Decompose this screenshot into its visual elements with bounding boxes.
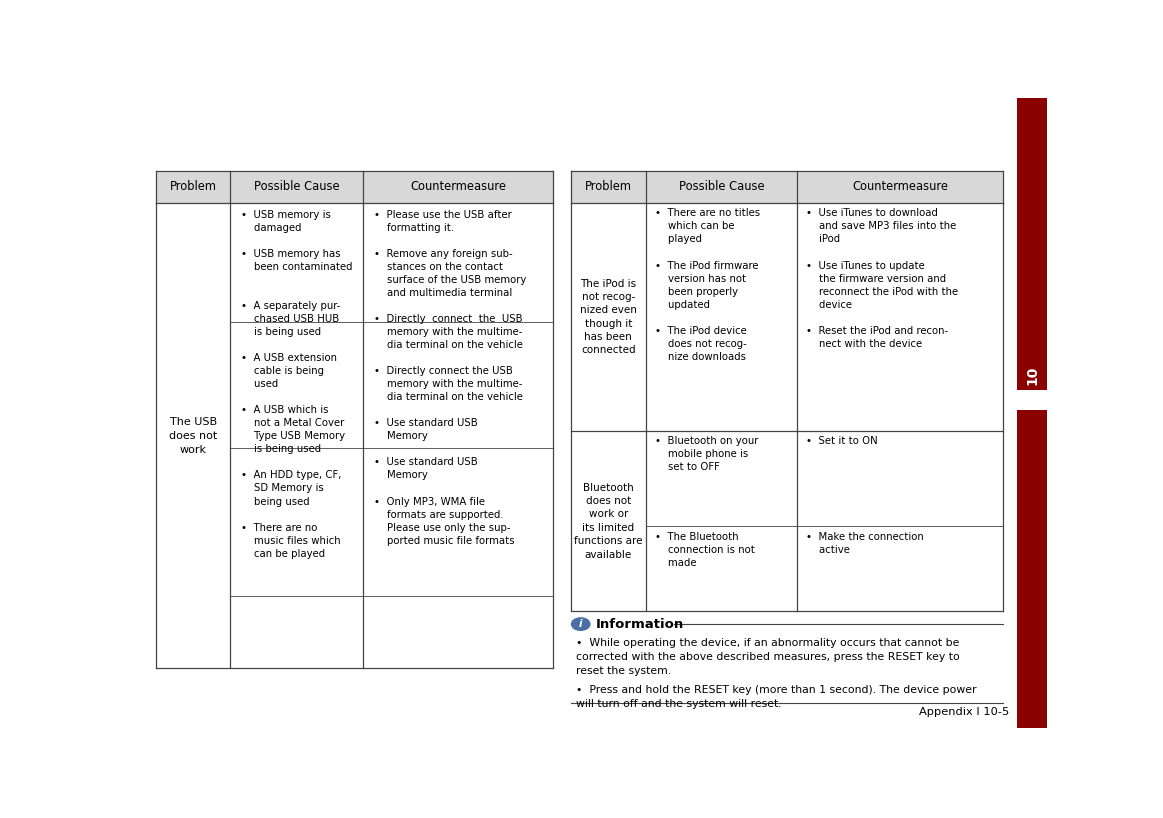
Text: Appendix I 10-5: Appendix I 10-5	[919, 707, 1008, 717]
Text: •  While operating the device, if an abnormality occurs that cannot be
corrected: • While operating the device, if an abno…	[576, 638, 959, 676]
Text: •  Press and hold the RESET key (more than 1 second). The device power
will turn: • Press and hold the RESET key (more tha…	[576, 685, 977, 709]
Text: •  Bluetooth on your
    mobile phone is
    set to OFF: • Bluetooth on your mobile phone is set …	[655, 436, 758, 472]
Text: Possible Cause: Possible Cause	[254, 181, 340, 194]
Text: Problem: Problem	[170, 181, 216, 194]
Text: Problem: Problem	[585, 181, 632, 194]
Text: •  Make the connection
    active: • Make the connection active	[806, 532, 923, 555]
Text: Countermeasure: Countermeasure	[852, 181, 948, 194]
Text: •  Use iTunes to download
    and save MP3 files into the
    iPod

•  Use iTune: • Use iTunes to download and save MP3 fi…	[806, 209, 958, 348]
Text: •  Please use the USB after
    formatting it.

•  Remove any foreign sub-
    s: • Please use the USB after formatting it…	[374, 209, 527, 546]
Text: i: i	[579, 619, 583, 629]
Text: The USB
does not
work: The USB does not work	[169, 416, 217, 455]
Bar	[1018, 390, 1047, 410]
Bar	[156, 171, 552, 204]
Text: •  Set it to ON: • Set it to ON	[806, 436, 878, 446]
Text: Possible Cause: Possible Cause	[678, 181, 764, 194]
Text: Bluetooth
does not
work or
its limited
functions are
available: Bluetooth does not work or its limited f…	[575, 483, 642, 560]
Text: 10: 10	[1025, 366, 1039, 385]
Text: •  USB memory is
    damaged

•  USB memory has
    been contaminated


•  A sep: • USB memory is damaged • USB memory has…	[241, 209, 352, 559]
Text: Information: Information	[597, 618, 684, 631]
Circle shape	[571, 617, 591, 631]
Text: •  There are no titles
    which can be
    played

•  The iPod firmware
    ver: • There are no titles which can be playe…	[655, 209, 759, 362]
Bar	[571, 171, 1004, 204]
Bar	[1018, 98, 1047, 728]
Text: The iPod is
not recog-
nized even
though it
has been
connected: The iPod is not recog- nized even though…	[580, 279, 636, 356]
Text: Countermeasure: Countermeasure	[411, 181, 506, 194]
Text: •  The Bluetooth
    connection is not
    made: • The Bluetooth connection is not made	[655, 532, 755, 568]
